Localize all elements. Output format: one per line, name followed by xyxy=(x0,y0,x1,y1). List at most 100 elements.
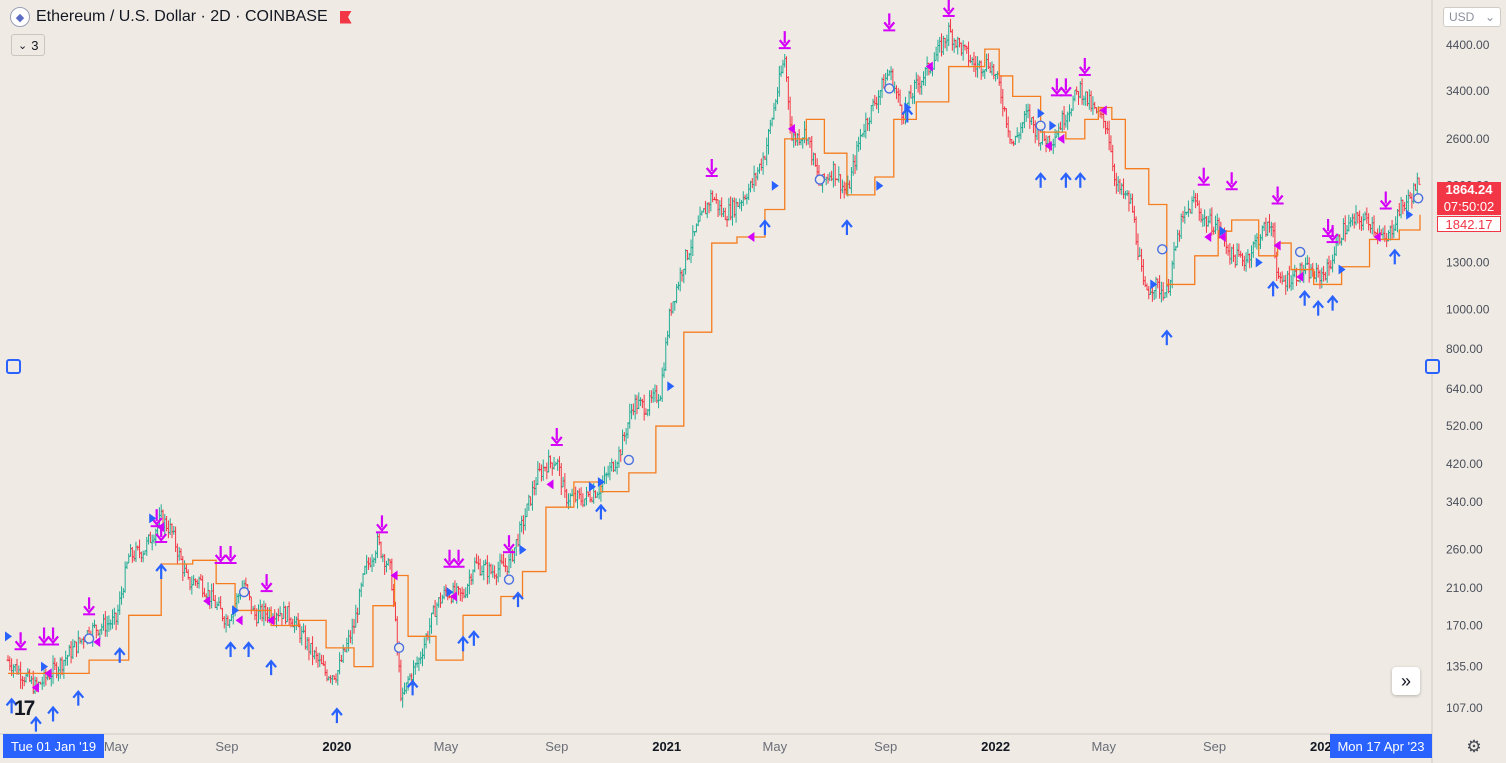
range-end-date: Mon 17 Apr '23 xyxy=(1330,734,1432,758)
right-triangle-marker xyxy=(1338,264,1346,275)
buy-arrow-head xyxy=(242,641,255,650)
right-triangle-marker xyxy=(1406,209,1414,220)
sell-arrow-icon xyxy=(1078,57,1091,76)
chart-header: ◆ Ethereum / U.S. Dollar · 2D · COINBASE xyxy=(10,6,352,28)
buy-arrow-head xyxy=(331,707,343,716)
buy-arrow-head xyxy=(113,647,126,656)
symbol-title[interactable]: Ethereum / U.S. Dollar · 2D · COINBASE xyxy=(36,8,328,25)
right-range-handle[interactable] xyxy=(1425,359,1440,374)
buy-arrow-head xyxy=(5,697,18,707)
currency-select[interactable]: USD ⌄ xyxy=(1443,7,1501,27)
sell-arrow-icon xyxy=(224,545,237,564)
time-tick-label: 2021 xyxy=(652,739,681,754)
tradingview-logo-icon[interactable]: 17 xyxy=(14,697,35,720)
time-tick-label: May xyxy=(1091,739,1116,754)
right-triangle-marker xyxy=(41,661,49,672)
sell-arrow-icon xyxy=(1225,172,1238,191)
right-triangle-marker xyxy=(446,587,454,598)
left-triangle-marker xyxy=(925,61,933,72)
buy-arrow-icon xyxy=(1388,248,1401,265)
time-tick-label: May xyxy=(434,739,459,754)
left-triangle-marker xyxy=(157,522,165,533)
right-triangle-marker xyxy=(1255,257,1263,268)
price-tick-label: 260.00 xyxy=(1446,543,1483,557)
sell-arrow-icon xyxy=(47,627,60,646)
left-triangle-marker xyxy=(31,682,39,693)
time-tick-label: 2022 xyxy=(981,739,1010,754)
buy-arrow-head xyxy=(1060,172,1072,181)
buy-arrow-icon xyxy=(1267,280,1279,297)
gear-icon[interactable]: ⚙ xyxy=(1466,737,1482,756)
time-axis[interactable]: May Sep 2020 May Sep 2021 May Sep 2022 May Sep 2023 xyxy=(104,739,1339,754)
right-triangle-marker xyxy=(588,481,596,492)
time-tick-label: Sep xyxy=(1203,739,1226,754)
buy-arrow-head xyxy=(841,219,853,228)
sell-arrow-head xyxy=(260,582,273,591)
signal-circle xyxy=(83,633,95,644)
buy-arrow-head xyxy=(1074,172,1087,181)
buy-arrow-icon xyxy=(759,219,771,236)
sell-arrow-icon xyxy=(1326,225,1339,244)
price-axis[interactable]: 107.00 135.00 170.00 210.00 260.00 340.00 420.… xyxy=(1446,38,1490,715)
ethereum-icon: ◆ xyxy=(10,7,30,27)
sell-arrow-head xyxy=(1271,194,1284,204)
buy-arrow-icon xyxy=(113,647,126,663)
price-tick-label: 135.00 xyxy=(1446,660,1483,674)
price-tick-label: 170.00 xyxy=(1446,619,1483,633)
buy-arrow-icon xyxy=(841,219,853,236)
right-triangle-marker xyxy=(1037,108,1045,119)
price-tick-label: 2600.00 xyxy=(1446,132,1490,146)
price-tick-label: 420.00 xyxy=(1446,457,1483,471)
time-tick-label: Sep xyxy=(215,739,238,754)
price-tick-label: 107.00 xyxy=(1446,701,1483,715)
fast-forward-icon: » xyxy=(1400,670,1411,691)
signal-circle xyxy=(503,574,515,585)
time-tick-label: May xyxy=(763,739,788,754)
sell-arrow-icon xyxy=(1197,167,1210,186)
buy-arrow-head xyxy=(406,679,419,689)
buy-arrow-head xyxy=(30,715,42,725)
sell-arrow-icon xyxy=(1379,191,1392,210)
signal-circle xyxy=(1294,246,1306,258)
sell-arrow-head xyxy=(705,167,718,176)
right-triangle-marker xyxy=(876,180,884,191)
trailing-line xyxy=(8,48,1421,675)
price-tick-label: 520.00 xyxy=(1446,419,1483,433)
buy-arrow-icon xyxy=(1160,329,1173,346)
time-tick-label: Sep xyxy=(874,739,897,754)
right-triangle-marker xyxy=(1219,226,1227,237)
price-tick-label: 640.00 xyxy=(1446,382,1483,396)
indicators-toggle[interactable]: ⌄ 3 xyxy=(11,34,46,56)
countdown-label: 07:50:02 xyxy=(1437,199,1501,215)
sell-arrow-head xyxy=(550,436,563,445)
buy-arrow-head xyxy=(72,689,85,699)
sell-arrow-head xyxy=(376,523,388,533)
time-tick-label: Sep xyxy=(545,739,568,754)
price-tick-label: 210.00 xyxy=(1446,581,1483,595)
sell-arrow-icon xyxy=(452,549,465,568)
buy-arrow-head xyxy=(1267,280,1279,290)
sell-arrow-head xyxy=(1060,86,1072,96)
sell-arrow-icon xyxy=(375,515,388,534)
buy-arrow-head xyxy=(759,219,771,228)
signal-circle xyxy=(623,454,635,466)
left-range-handle[interactable] xyxy=(6,359,21,374)
left-triangle-marker xyxy=(1099,105,1107,116)
scroll-to-realtime-button[interactable]: » xyxy=(1392,667,1420,695)
buy-arrow-head xyxy=(468,630,480,639)
left-triangle-marker xyxy=(1273,240,1281,251)
left-triangle-marker xyxy=(787,123,795,134)
left-triangle-marker xyxy=(235,615,243,626)
flag-icon[interactable] xyxy=(339,10,352,24)
buy-arrow-head xyxy=(457,635,469,645)
buy-arrow-icon xyxy=(1298,290,1311,306)
buy-arrow-icon xyxy=(72,689,85,706)
signal-circle xyxy=(238,586,250,598)
buy-arrow-head xyxy=(1160,329,1173,338)
left-triangle-marker xyxy=(1373,232,1381,243)
right-triangle-marker xyxy=(1049,120,1057,131)
sell-arrow-icon xyxy=(14,632,27,651)
price-tick-label: 4400.00 xyxy=(1446,38,1490,52)
